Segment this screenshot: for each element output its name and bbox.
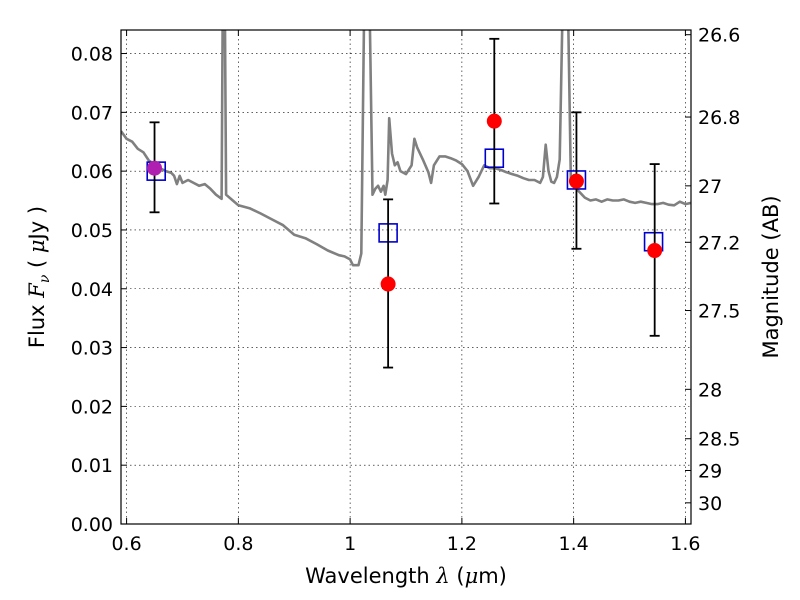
x-tick-label: 1.4: [559, 533, 589, 555]
observed-point: [568, 173, 584, 189]
y2-axis-title: Magnitude (AB): [759, 195, 783, 358]
y2-tick-label: 30: [698, 493, 722, 515]
y-tick-label: 0.07: [71, 102, 113, 124]
observed-point: [147, 160, 163, 176]
plot-frame: [120, 29, 692, 525]
observed-point: [486, 113, 502, 129]
y-tick-label: 0.04: [71, 279, 113, 301]
observed-point: [647, 243, 663, 259]
y-tick-label: 0.01: [71, 455, 113, 477]
y-axis-title: Flux Fν ( μJy ): [25, 206, 53, 348]
y2-tick-label: 26.8: [698, 107, 740, 129]
x-tick-label: 0.6: [111, 533, 141, 555]
y-tick-label: 0.05: [71, 220, 113, 242]
observed-point: [380, 276, 396, 292]
y2-tick-label: 27: [698, 176, 722, 198]
plot-background: [121, 30, 691, 524]
y2-tick-label: 27.5: [698, 301, 740, 323]
y-tick-label: 0.02: [71, 396, 113, 418]
y-tick-label: 0.00: [71, 514, 113, 536]
y-tick-label: 0.08: [71, 44, 113, 66]
y-tick-label: 0.06: [71, 161, 113, 183]
x-tick-label: 1.2: [447, 533, 477, 555]
spectrum-line: [121, 30, 691, 267]
y2-tick-label: 28: [698, 379, 722, 401]
x-axis-title: Wavelength λ (μm): [305, 564, 507, 588]
y-tick-label: 0.03: [71, 338, 113, 360]
y2-tick-label: 29: [698, 460, 722, 482]
y2-tick-label: 28.5: [698, 429, 740, 451]
plot-area: [121, 30, 691, 369]
x-tick-label: 1.6: [670, 533, 700, 555]
y2-tick-label: 26.6: [698, 25, 740, 47]
y2-tick-label: 27.2: [698, 232, 740, 254]
x-tick-label: 1: [344, 533, 356, 555]
x-tick-label: 0.8: [223, 533, 253, 555]
axis-ticks: 0.6 0.8 1 1.2 1.4 1.6 0.00 0.01 0.02 0.03 0.04 0.05…: [71, 25, 741, 555]
